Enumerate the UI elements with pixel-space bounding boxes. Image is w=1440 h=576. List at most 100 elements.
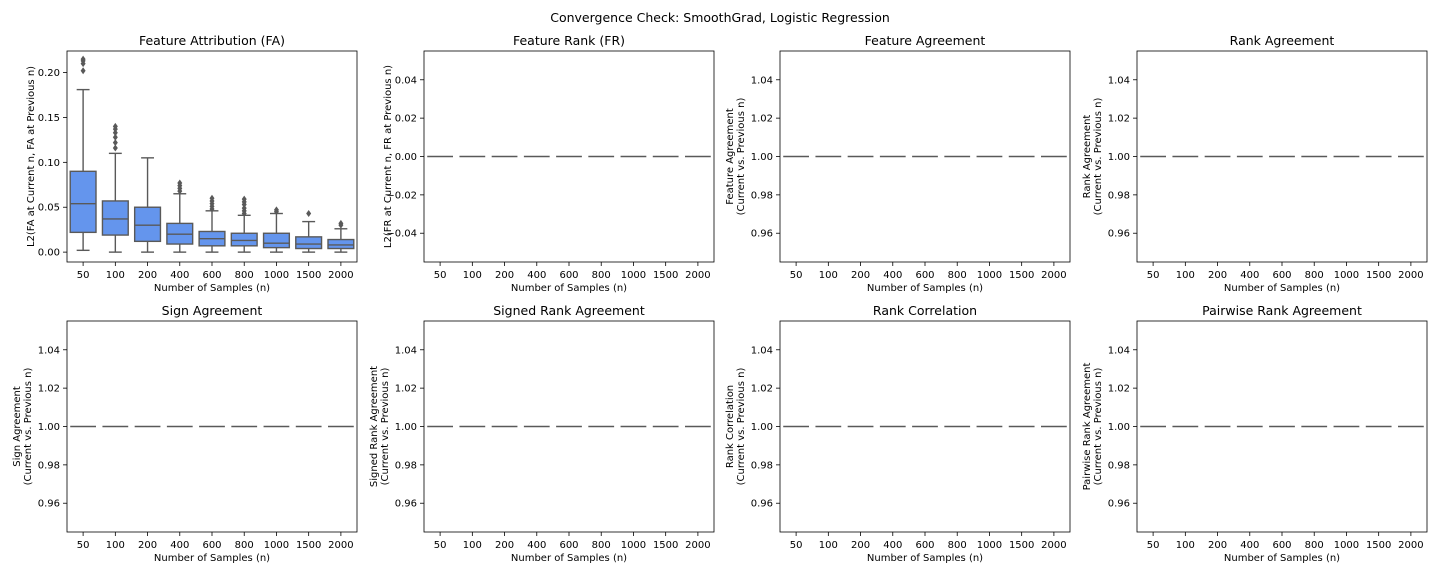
x-tick-label: 800 xyxy=(235,270,254,281)
x-tick-label: 50 xyxy=(77,540,90,551)
x-tick-label: 600 xyxy=(915,540,934,551)
y-tick-label: 0.98 xyxy=(38,460,60,471)
x-tick-label: 400 xyxy=(883,270,902,281)
x-tick-label: 100 xyxy=(819,540,838,551)
y-tick-label: 0.98 xyxy=(1108,190,1130,201)
outlier-point xyxy=(306,210,312,218)
box-100 xyxy=(101,122,129,253)
y-tick-label: 0.04 xyxy=(395,75,417,86)
y-tick-label: −0.02 xyxy=(386,190,417,201)
box-iqr xyxy=(295,236,323,250)
x-tick-label: 400 xyxy=(527,270,546,281)
box-iqr xyxy=(230,232,258,247)
y-tick-label: 1.00 xyxy=(751,152,773,163)
subplot-7: Rank Correlation 0.96 0.98 1.00 1.02 1.04 50 10… xyxy=(725,303,1071,564)
subplot-title: Rank Correlation xyxy=(873,303,977,318)
x-tick-label: 2000 xyxy=(328,270,353,281)
x-tick-label: 400 xyxy=(527,540,546,551)
y-axis-label: Signed Rank Agreement xyxy=(369,366,380,487)
x-tick-label: 2000 xyxy=(1398,540,1423,551)
subplot-1: Feature Attribution (FA) 0.00 0.05 0.10 0.15… xyxy=(26,33,358,294)
y-tick-label: 0.96 xyxy=(751,229,773,240)
subplot-title: Pairwise Rank Agreement xyxy=(1202,303,1362,318)
x-tick-label: 50 xyxy=(1147,270,1160,281)
x-tick-label: 1500 xyxy=(653,540,678,551)
x-tick-label: 600 xyxy=(1272,540,1291,551)
subplot-2: Feature Rank (FR) −0.04 −0.02 0.00 0.02 0.04 5… xyxy=(383,33,715,294)
x-tick-label: 1500 xyxy=(296,540,321,551)
y-axis-label: (Current vs. Previous n) xyxy=(1093,368,1104,486)
x-tick-label: 100 xyxy=(463,540,482,551)
x-tick-label: 1500 xyxy=(653,270,678,281)
y-axis-label: Rank Correlation xyxy=(725,385,736,468)
y-axis-label: Rank Agreement xyxy=(1082,115,1093,199)
subplot-title: Sign Agreement xyxy=(162,303,263,318)
y-tick-label: 1.00 xyxy=(1108,152,1130,163)
y-axis-label: (Current vs. Previous n) xyxy=(23,368,34,486)
y-tick-label: 1.00 xyxy=(751,422,773,433)
y-tick-label: 0.00 xyxy=(395,152,417,163)
x-tick-label: 600 xyxy=(559,270,578,281)
y-tick-label: 0.96 xyxy=(751,499,773,510)
x-tick-label: 50 xyxy=(790,540,803,551)
outlier-point xyxy=(112,122,118,130)
outlier-point xyxy=(112,133,118,141)
y-tick-label: 0.10 xyxy=(38,158,60,169)
outlier-point xyxy=(338,219,344,227)
x-tick-label: 1000 xyxy=(264,540,289,551)
x-tick-label: 800 xyxy=(948,270,967,281)
x-tick-label: 200 xyxy=(495,270,514,281)
x-tick-label: 200 xyxy=(851,540,870,551)
y-tick-label: 1.00 xyxy=(395,422,417,433)
x-axis-label: Number of Samples (n) xyxy=(867,283,983,294)
x-tick-label: 600 xyxy=(915,270,934,281)
subplot-3: Feature Agreement 0.96 0.98 1.00 1.02 1.04 50 1… xyxy=(725,33,1071,294)
y-tick-label: 1.04 xyxy=(38,345,60,356)
x-tick-label: 2000 xyxy=(1041,270,1066,281)
y-tick-label: 0.20 xyxy=(38,68,60,79)
x-tick-label: 50 xyxy=(434,270,447,281)
x-tick-label: 50 xyxy=(1147,540,1160,551)
x-tick-label: 2000 xyxy=(328,540,353,551)
subplot-6: Signed Rank Agreement 0.96 0.98 1.00 1.02 1.0… xyxy=(369,303,715,564)
x-tick-label: 200 xyxy=(495,540,514,551)
outlier-point xyxy=(80,55,86,63)
x-axis-label: Number of Samples (n) xyxy=(154,283,270,294)
x-axis-label: Number of Samples (n) xyxy=(511,283,627,294)
y-tick-label: 1.02 xyxy=(395,384,417,395)
outlier-point xyxy=(273,206,279,214)
y-axis-label: Sign Agreement xyxy=(12,386,23,467)
outlier-point xyxy=(112,139,118,147)
x-tick-label: 1000 xyxy=(977,270,1002,281)
y-tick-label: 0.98 xyxy=(751,460,773,471)
box-iqr xyxy=(327,238,355,250)
box-iqr xyxy=(101,200,129,236)
y-axis-label: L2(FA at Current n, FA at Previous n) xyxy=(26,66,37,247)
outlier-point xyxy=(241,195,247,203)
x-tick-label: 1000 xyxy=(264,270,289,281)
y-tick-label: 1.00 xyxy=(1108,422,1130,433)
y-tick-label: 0.96 xyxy=(1108,499,1130,510)
y-tick-label: 0.98 xyxy=(395,460,417,471)
x-tick-label: 200 xyxy=(851,270,870,281)
box-iqr xyxy=(262,232,291,249)
subplot-title: Feature Attribution (FA) xyxy=(139,33,285,48)
x-tick-label: 100 xyxy=(106,270,125,281)
x-tick-label: 2000 xyxy=(1398,270,1423,281)
box-400 xyxy=(166,179,194,253)
x-tick-label: 400 xyxy=(170,540,189,551)
x-tick-label: 600 xyxy=(202,540,221,551)
subplot-4: Rank Agreement 0.96 0.98 1.00 1.02 1.04 50 100 2… xyxy=(1082,33,1428,294)
x-tick-label: 1000 xyxy=(621,270,646,281)
box-600 xyxy=(198,194,226,253)
y-axis-label: L2(FR at Current n, FR at Previous n) xyxy=(383,65,394,248)
y-tick-label: −0.04 xyxy=(386,229,417,240)
y-tick-label: 1.00 xyxy=(38,422,60,433)
box-iqr xyxy=(69,170,97,234)
x-tick-label: 2000 xyxy=(685,540,710,551)
x-tick-label: 800 xyxy=(592,270,611,281)
outlier-point xyxy=(112,144,118,152)
x-tick-label: 400 xyxy=(170,270,189,281)
x-tick-label: 1500 xyxy=(296,270,321,281)
x-tick-label: 2000 xyxy=(685,270,710,281)
